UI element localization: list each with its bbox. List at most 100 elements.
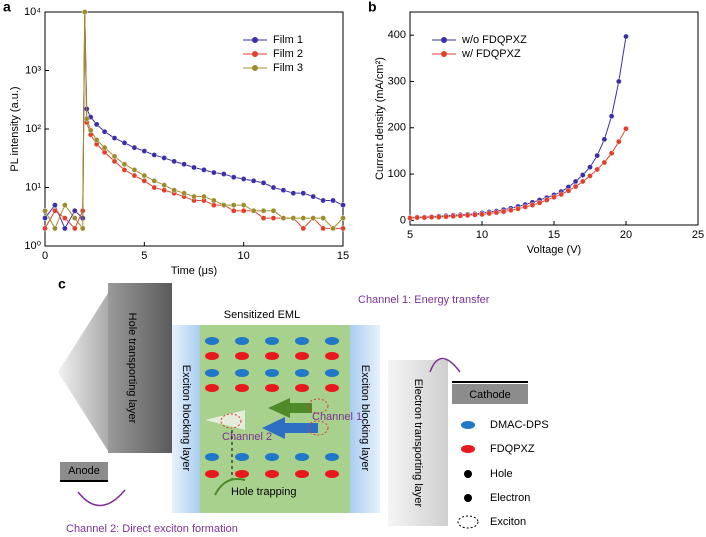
y-axis-label: Current density (mA/cm²) — [374, 57, 386, 180]
molecule — [325, 352, 339, 360]
data-point — [211, 197, 217, 204]
cathode-electrode — [452, 384, 528, 404]
molecule — [235, 352, 249, 360]
legend-label: Film 3 — [273, 62, 303, 74]
x-tick-label: 5 — [141, 250, 147, 262]
molecule — [295, 470, 309, 478]
data-point — [500, 208, 507, 215]
molecule — [235, 369, 249, 377]
data-point — [290, 190, 297, 196]
molecule — [205, 352, 219, 360]
data-point — [608, 113, 615, 119]
data-point — [616, 78, 622, 85]
molecule — [205, 453, 219, 461]
data-point — [201, 167, 207, 173]
exciton — [307, 420, 329, 436]
data-point — [330, 197, 336, 204]
legend-label: w/ FDQPXZ — [461, 48, 521, 60]
legend-label: Film 1 — [273, 34, 303, 46]
data-point — [435, 214, 442, 220]
data-point — [450, 213, 457, 220]
legend-exciton — [457, 515, 479, 529]
legend-marker — [252, 37, 258, 43]
data-point — [101, 128, 108, 135]
molecule — [265, 470, 279, 478]
molecule — [295, 337, 309, 345]
etl-label: Electron transporting layer — [412, 379, 424, 508]
data-point — [486, 210, 493, 217]
data-point — [529, 202, 536, 208]
legend-label: Exciton — [490, 516, 526, 528]
series-line — [409, 36, 627, 219]
data-point — [493, 209, 500, 216]
data-point — [81, 9, 88, 15]
molecule — [265, 453, 279, 461]
legend-hole — [464, 470, 472, 478]
blue-arrow — [262, 417, 318, 439]
data-point — [72, 207, 78, 214]
data-point — [72, 215, 78, 221]
exciton — [307, 398, 329, 414]
data-point — [240, 207, 247, 214]
y-tick-label: 200 — [388, 122, 406, 134]
data-point — [594, 152, 601, 159]
x-axis-label: Voltage (V) — [527, 244, 581, 256]
top-note: Channel 1: Energy transfer — [358, 294, 490, 306]
y-tick-label: 400 — [388, 29, 406, 41]
legend-label: Film 2 — [273, 48, 303, 60]
molecule — [265, 369, 279, 377]
data-point — [479, 211, 485, 218]
data-point — [340, 202, 346, 208]
data-point — [587, 164, 593, 170]
data-point — [601, 159, 608, 166]
panel-label: a — [3, 0, 11, 15]
data-point — [131, 167, 138, 173]
molecule — [295, 384, 309, 392]
data-point — [52, 207, 58, 214]
data-point — [62, 202, 68, 208]
x-tick-label: 5 — [407, 229, 413, 241]
data-point — [428, 214, 435, 220]
data-point — [220, 171, 227, 177]
y-tick-label: 300 — [388, 75, 406, 87]
data-point — [565, 187, 572, 194]
data-point — [300, 225, 307, 232]
data-point — [220, 202, 227, 208]
data-point — [300, 215, 307, 221]
data-point — [616, 138, 622, 145]
legend-label: w/o FDQPXZ — [461, 34, 527, 46]
data-point — [93, 137, 100, 143]
legend-label: Hole — [490, 468, 513, 480]
channel1-arrow — [429, 357, 461, 373]
data-point — [572, 183, 579, 190]
panel-label: b — [368, 0, 377, 15]
data-point — [623, 33, 629, 40]
x-tick-label: 0 — [42, 250, 48, 262]
data-point — [52, 202, 58, 208]
data-point — [320, 215, 326, 221]
anode-electrode — [60, 462, 108, 480]
data-point — [62, 215, 68, 221]
y-tick-label: 10¹ — [25, 181, 41, 193]
data-point — [111, 135, 118, 141]
ebl-left-label: Exciton blocking layer — [180, 365, 192, 472]
data-point — [211, 169, 217, 176]
data-point — [464, 212, 471, 219]
data-point — [414, 214, 421, 221]
panel-label: c — [58, 276, 66, 292]
legend-dmac-dps — [461, 421, 475, 429]
x-axis-label: Time (μs) — [171, 265, 217, 277]
data-point — [161, 155, 167, 161]
channel2-arrow — [77, 489, 126, 507]
data-point — [270, 184, 277, 191]
data-point — [161, 182, 167, 188]
data-point — [601, 136, 608, 143]
data-point — [572, 178, 579, 185]
cathode-label: Cathode — [469, 389, 511, 401]
data-point — [151, 178, 158, 184]
data-point — [201, 193, 207, 200]
y-tick-label: 10² — [25, 123, 41, 135]
data-point — [62, 225, 68, 232]
molecule — [295, 453, 309, 461]
